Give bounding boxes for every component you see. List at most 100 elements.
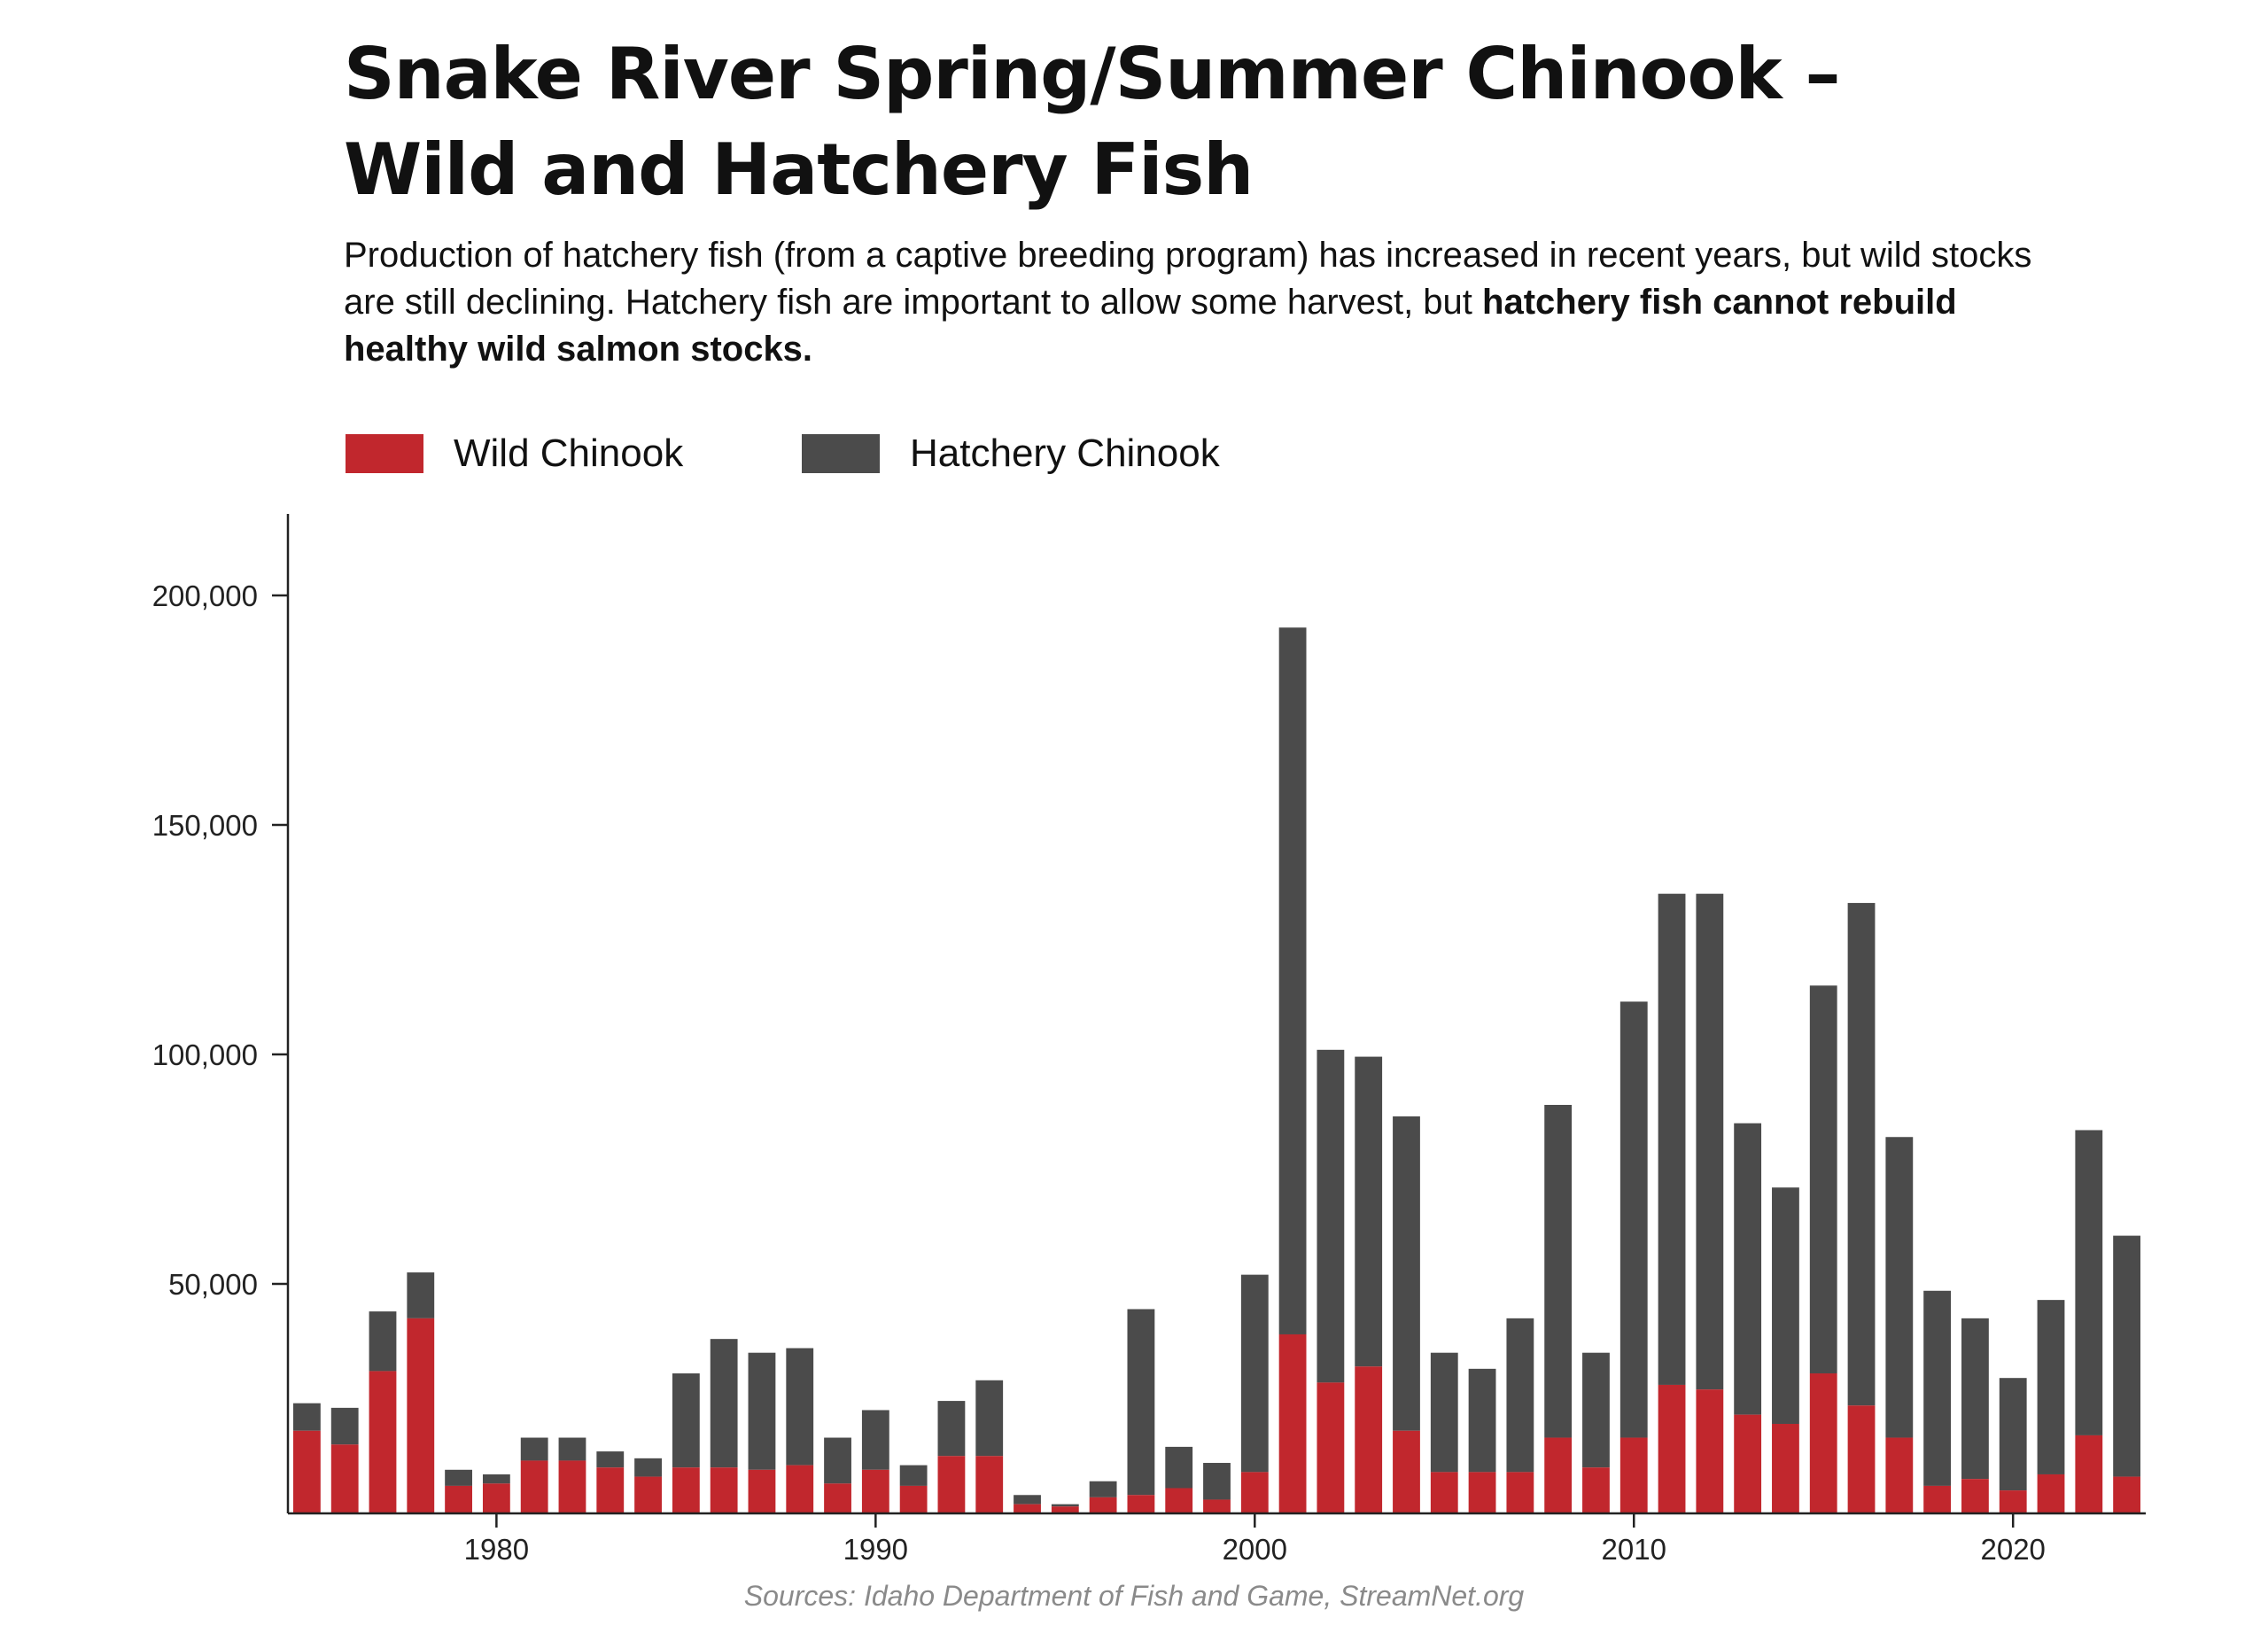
bar-hatchery-1988 — [786, 1348, 814, 1466]
bar-hatchery-1999 — [1203, 1463, 1231, 1500]
chart-subtitle: Production of hatchery fish (from a capt… — [344, 232, 2080, 373]
bar-wild-2009 — [1582, 1467, 1610, 1513]
bar-hatchery-2000 — [1240, 1274, 1269, 1473]
bar-wild-2022 — [2075, 1435, 2103, 1513]
bar-hatchery-1986 — [710, 1339, 738, 1468]
bar-wild-1995 — [1051, 1506, 1079, 1513]
bar-hatchery-2005 — [1430, 1352, 1458, 1473]
bar-hatchery-1981 — [520, 1437, 548, 1461]
bar-hatchery-1993 — [975, 1380, 1004, 1457]
bar-wild-1982 — [558, 1460, 586, 1513]
bar-hatchery-1975 — [292, 1403, 321, 1431]
bar-wild-2013 — [1734, 1414, 1762, 1513]
bar-hatchery-2010 — [1619, 1001, 1648, 1438]
chart-title: Snake River Spring/Summer Chinook – Wild… — [344, 27, 2116, 218]
bar-hatchery-2001 — [1278, 627, 1307, 1334]
bar-wild-2020 — [1999, 1490, 2027, 1513]
bar-hatchery-2011 — [1658, 893, 1686, 1385]
bar-hatchery-1987 — [748, 1352, 776, 1470]
bar-wild-1985 — [672, 1467, 700, 1513]
bar-wild-1991 — [899, 1485, 928, 1513]
chart-title-line-2: Wild and Hatchery Fish — [344, 128, 1254, 211]
bar-wild-1987 — [748, 1469, 776, 1513]
bar-wild-1999 — [1203, 1499, 1231, 1513]
bar-hatchery-1984 — [634, 1458, 662, 1477]
bar-wild-2012 — [1696, 1389, 1724, 1513]
bar-wild-2014 — [1772, 1423, 1799, 1513]
bar-wild-2005 — [1430, 1472, 1458, 1513]
bar-wild-2021 — [2037, 1474, 2065, 1513]
bar-hatchery-1982 — [558, 1437, 586, 1461]
bar-hatchery-2003 — [1355, 1056, 1383, 1367]
bar-wild-1988 — [786, 1465, 814, 1513]
source-note: Sources: Idaho Department of Fish and Ga… — [743, 1580, 1525, 1612]
bar-hatchery-2022 — [2075, 1130, 2103, 1435]
y-tick-label-100000: 100,000 — [152, 1038, 258, 1071]
bar-wild-2000 — [1240, 1472, 1269, 1513]
subtitle-bold: hatchery fish cannot rebuild healthy wil… — [344, 283, 1957, 369]
bar-hatchery-2004 — [1393, 1116, 1420, 1431]
bar-wild-2023 — [2113, 1476, 2141, 1513]
bar-hatchery-1979 — [445, 1469, 472, 1486]
bar-wild-2016 — [1847, 1405, 1876, 1513]
legend-swatch-hatchery — [802, 434, 880, 473]
bar-hatchery-2006 — [1468, 1368, 1496, 1473]
bar-hatchery-2015 — [1809, 985, 1837, 1374]
bar-hatchery-2009 — [1582, 1352, 1610, 1468]
bar-wild-1980 — [482, 1483, 510, 1513]
bar-wild-2003 — [1355, 1366, 1383, 1513]
bar-hatchery-2014 — [1772, 1187, 1799, 1424]
x-tick-label-2010: 2010 — [1602, 1533, 1666, 1566]
bar-wild-2011 — [1658, 1384, 1686, 1513]
bar-wild-2001 — [1278, 1334, 1307, 1513]
legend-label-hatchery: Hatchery Chinook — [910, 432, 1220, 475]
bar-wild-1984 — [634, 1476, 662, 1513]
bar-wild-1997 — [1127, 1495, 1155, 1513]
bar-hatchery-1980 — [482, 1474, 510, 1484]
bar-hatchery-1989 — [824, 1437, 851, 1484]
bar-wild-2008 — [1544, 1437, 1573, 1513]
y-tick-label-150000: 150,000 — [152, 809, 258, 842]
bar-hatchery-2013 — [1734, 1123, 1762, 1415]
chart-title-line-1: Snake River Spring/Summer Chinook – — [344, 33, 1841, 115]
bar-hatchery-1994 — [1014, 1495, 1041, 1505]
bar-hatchery-1991 — [899, 1465, 928, 1486]
bar-hatchery-1990 — [861, 1410, 889, 1470]
bar-wild-1996 — [1089, 1497, 1117, 1513]
bar-hatchery-2018 — [1923, 1290, 1952, 1486]
y-tick-label-50000: 50,000 — [168, 1268, 258, 1301]
bar-hatchery-2020 — [1999, 1378, 2027, 1491]
bar-hatchery-2002 — [1317, 1049, 1345, 1383]
bar-hatchery-1985 — [672, 1373, 700, 1468]
bar-wild-1989 — [824, 1483, 851, 1513]
y-tick-label-200000: 200,000 — [152, 579, 258, 612]
bar-wild-1977 — [369, 1371, 397, 1513]
bar-wild-1990 — [861, 1469, 889, 1513]
x-tick-label-2020: 2020 — [1981, 1533, 2046, 1566]
bar-wild-1986 — [710, 1467, 738, 1513]
legend-label-wild: Wild Chinook — [454, 432, 684, 475]
bar-hatchery-2007 — [1506, 1318, 1534, 1473]
bar-hatchery-1977 — [369, 1311, 397, 1372]
bar-hatchery-2008 — [1544, 1104, 1573, 1438]
bar-wild-2015 — [1809, 1373, 1837, 1513]
bar-hatchery-1978 — [407, 1272, 435, 1318]
bar-wild-1976 — [330, 1444, 359, 1513]
bar-wild-1979 — [445, 1485, 472, 1513]
stacked-bar-chart: 50,000 100,000 150,000 200,000 1980 1990 2000 2… — [152, 514, 2146, 1566]
bar-hatchery-1995 — [1051, 1504, 1079, 1507]
bar-hatchery-1996 — [1089, 1481, 1117, 1497]
x-tick-label-1980: 1980 — [464, 1533, 529, 1566]
bar-wild-1975 — [292, 1430, 321, 1513]
legend-swatch-wild — [346, 434, 423, 473]
bar-wild-1978 — [407, 1318, 435, 1513]
bar-wild-2002 — [1317, 1382, 1345, 1513]
x-tick-label-2000: 2000 — [1223, 1533, 1287, 1566]
bar-wild-2007 — [1506, 1472, 1534, 1513]
bar-hatchery-2023 — [2113, 1235, 2141, 1477]
bar-hatchery-1998 — [1165, 1446, 1193, 1489]
bar-hatchery-1983 — [596, 1451, 625, 1468]
bar-hatchery-2012 — [1696, 893, 1724, 1390]
subtitle-regular: Production of hatchery fish (from a capt… — [344, 236, 2032, 322]
bar-wild-2010 — [1619, 1437, 1648, 1513]
